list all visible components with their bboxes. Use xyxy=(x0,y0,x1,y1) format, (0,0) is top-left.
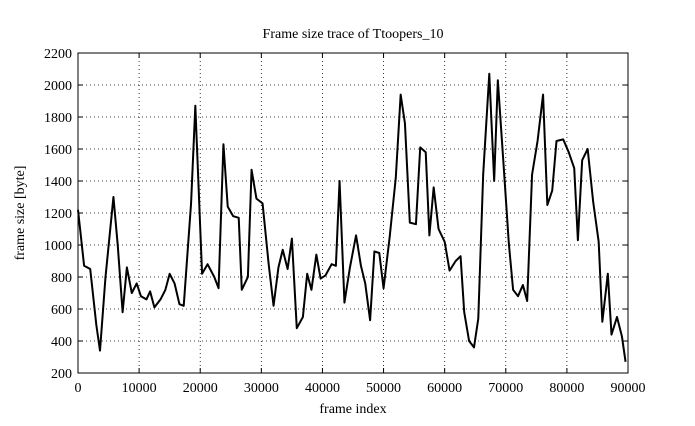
y-tick-label: 1000 xyxy=(44,239,72,254)
y-tick-label: 2000 xyxy=(44,79,72,94)
x-tick-label: 0 xyxy=(75,381,82,396)
x-tick-label: 20000 xyxy=(183,381,218,396)
y-tick-label: 800 xyxy=(51,271,72,286)
chart-title: Frame size trace of Ttoopers_10 xyxy=(263,27,444,42)
x-tick-label: 70000 xyxy=(488,381,523,396)
y-tick-label: 2200 xyxy=(44,47,72,62)
x-tick-label: 80000 xyxy=(549,381,584,396)
x-tick-label: 50000 xyxy=(366,381,401,396)
y-tick-label: 1400 xyxy=(44,175,72,190)
x-tick-label: 60000 xyxy=(427,381,462,396)
x-tick-label: 90000 xyxy=(611,381,646,396)
x-tick-label: 40000 xyxy=(305,381,340,396)
y-tick-label: 1600 xyxy=(44,143,72,158)
plot-frame xyxy=(77,52,629,374)
y-tick-label: 1200 xyxy=(44,207,72,222)
x-axis-label: frame index xyxy=(319,402,386,417)
y-tick-label: 200 xyxy=(51,367,72,382)
x-tick-label: 30000 xyxy=(244,381,279,396)
data-line xyxy=(77,72,627,362)
y-tick-label: 400 xyxy=(51,335,72,350)
x-tick-label: 10000 xyxy=(122,381,157,396)
y-tick-label: 600 xyxy=(51,303,72,318)
y-axis-label: frame size [byte] xyxy=(13,166,28,261)
y-tick-label: 1800 xyxy=(44,111,72,126)
